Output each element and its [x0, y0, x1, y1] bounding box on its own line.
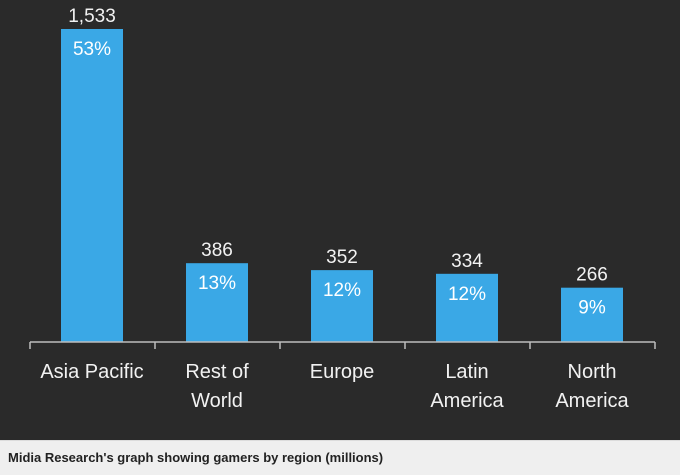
value-label: 266 — [576, 265, 608, 286]
bar — [436, 273, 498, 342]
figure-caption: Midia Research's graph showing gamers by… — [8, 450, 384, 465]
category-label: World — [191, 390, 243, 412]
bar — [61, 29, 123, 342]
percent-label: 13% — [198, 273, 236, 294]
value-label: 386 — [201, 240, 233, 261]
category-label: America — [430, 390, 504, 412]
bar — [186, 263, 248, 342]
category-label: Asia Pacific — [40, 361, 143, 383]
chart-panel: 1,533 53% Asia Pacific 386 13% Rest of World 35… — [0, 0, 680, 440]
caption-bar: Midia Research's graph showing gamers by… — [0, 440, 680, 475]
category-label: Latin — [445, 361, 488, 383]
category-label: Europe — [310, 361, 375, 383]
category-label: Rest of — [185, 361, 249, 383]
category-label: America — [555, 390, 629, 412]
value-label: 1,533 — [68, 6, 116, 27]
bar-chart: 1,533 53% Asia Pacific 386 13% Rest of World 35… — [29, 6, 656, 412]
value-label: 334 — [451, 251, 483, 272]
bar — [561, 287, 623, 342]
percent-label: 9% — [578, 298, 606, 319]
value-label: 352 — [326, 247, 358, 268]
bar — [311, 270, 373, 342]
percent-label: 12% — [323, 280, 361, 301]
percent-label: 53% — [73, 39, 111, 60]
category-label: North — [568, 361, 617, 383]
percent-label: 12% — [448, 284, 486, 305]
